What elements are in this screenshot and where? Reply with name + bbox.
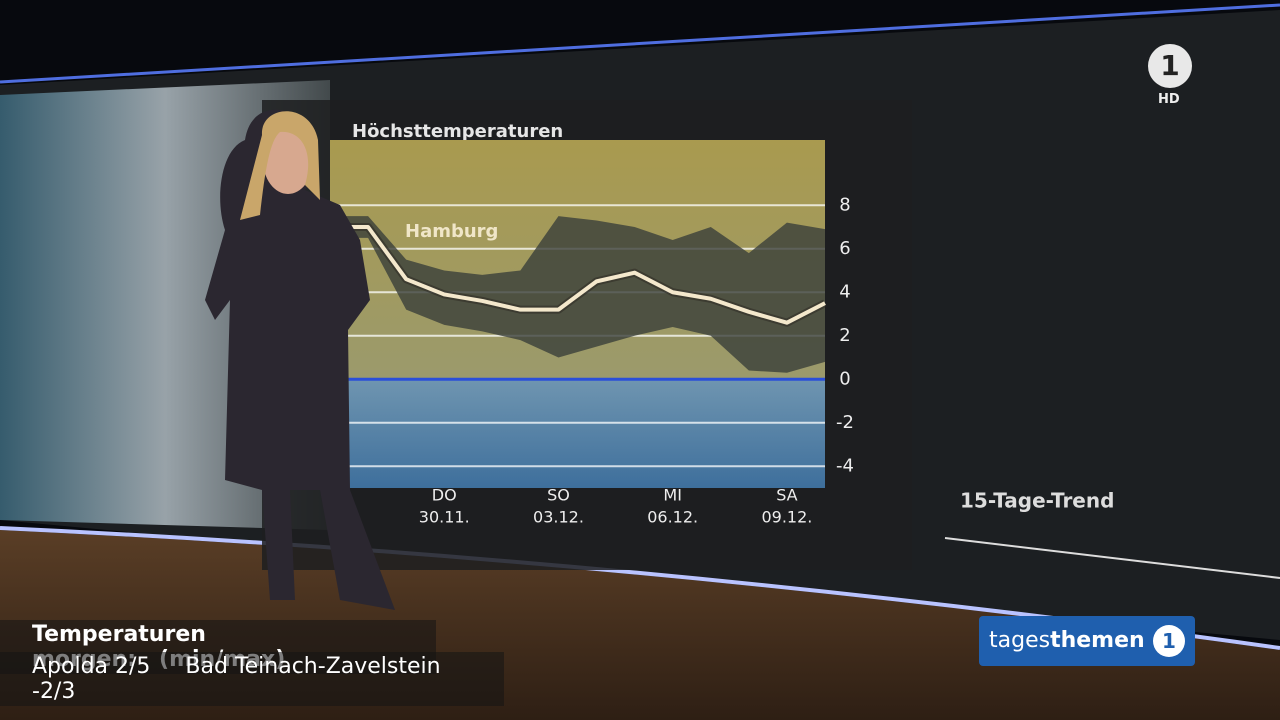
- y-tick-label: 6: [839, 238, 850, 259]
- presenter-hair: [240, 111, 320, 220]
- y-tick-label: 0: [839, 368, 850, 389]
- presenter: [205, 109, 395, 610]
- hd-badge: HD: [1158, 92, 1180, 107]
- x-tick-label: 30.11.: [419, 508, 470, 527]
- show-name-b: themen: [1050, 628, 1145, 653]
- lower-third-items: Apolda 2/5 Bad Teinach-Zavelstein -2/3: [0, 652, 504, 706]
- x-weekday-label: DO: [432, 486, 457, 505]
- y-tick-label: -2: [836, 412, 854, 433]
- x-tick-label: 09.12.: [761, 508, 812, 527]
- item: Apolda 2/5: [32, 654, 151, 679]
- side-title: 15-Tage-Trend: [960, 489, 1114, 513]
- item: Bad Teinach-Zavelstein -2/3: [32, 654, 441, 704]
- x-tick-label: 03.12.: [533, 508, 584, 527]
- cold-zone: [330, 379, 825, 488]
- channel-logo: 1: [1148, 44, 1192, 88]
- y-tick-label: 4: [839, 281, 850, 302]
- presenter-face: [263, 126, 313, 194]
- light-strip: [0, 3, 1280, 84]
- y-tick-label: 2: [839, 325, 850, 346]
- show-name-a: tages: [989, 628, 1051, 653]
- series-line: [330, 225, 826, 325]
- side-rule: [944, 537, 1280, 579]
- x-tick-label: 06.12.: [647, 508, 698, 527]
- x-weekday-label: SA: [776, 486, 797, 505]
- y-tick-label: 8: [839, 194, 850, 215]
- chart-title: Höchsttemperaturen: [352, 121, 563, 142]
- show-logo-mark: 1: [1153, 625, 1185, 657]
- show-logo: tagesthemen 1: [979, 616, 1195, 666]
- y-tick-label: -4: [836, 455, 854, 476]
- series-label: Hamburg: [405, 221, 498, 242]
- x-weekday-label: SO: [547, 486, 570, 505]
- x-weekday-label: MI: [663, 486, 682, 505]
